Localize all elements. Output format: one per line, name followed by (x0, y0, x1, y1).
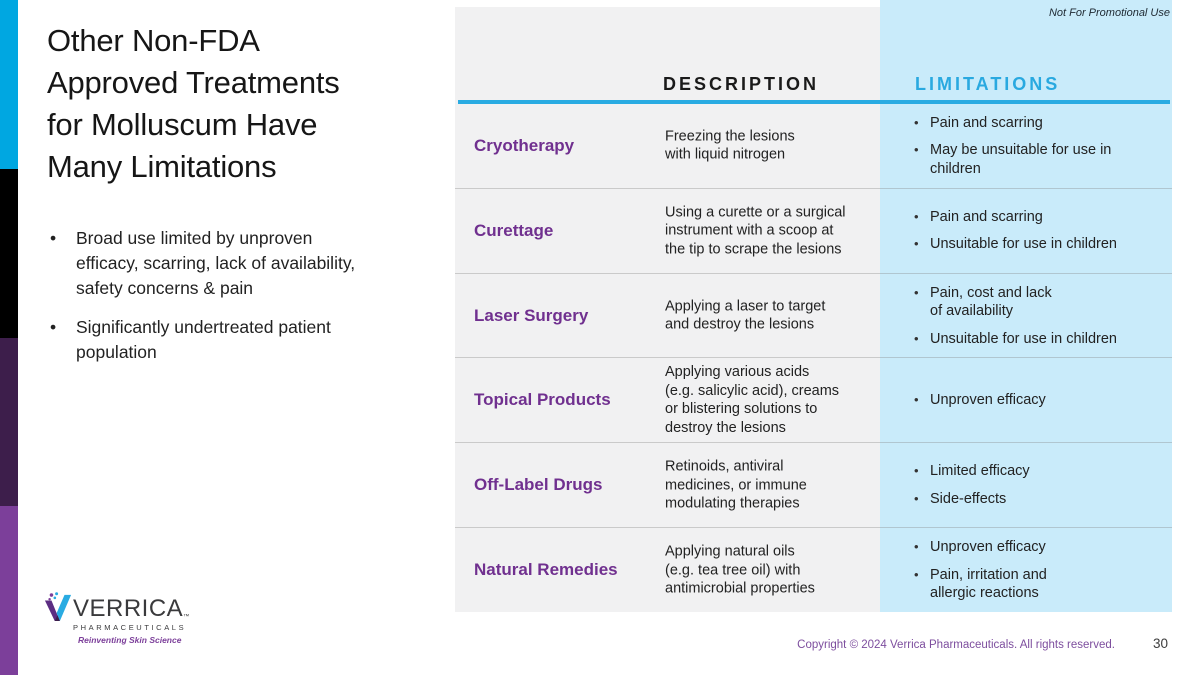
header-underline (458, 100, 1170, 104)
limitation-item: Pain, cost and lack of availability (913, 283, 1165, 320)
treatment-description: Freezing the lesions with liquid nitroge… (665, 128, 795, 163)
accent-band-cyan (0, 0, 18, 169)
table-description-panel (455, 7, 880, 612)
limitation-item: Limited efficacy (913, 462, 1165, 481)
limitation-item: Pain and scarring (913, 208, 1165, 227)
limitation-item: Unproven efficacy (913, 391, 1165, 410)
limitation-item: Pain and scarring (913, 114, 1165, 133)
limitation-item: Unproven efficacy (913, 538, 1165, 557)
logo-trademark: ™ (183, 614, 190, 620)
table-row-topical-products: Topical Products Applying various acids … (455, 357, 1172, 442)
disclaimer-text: Not For Promotional Use (1048, 7, 1170, 19)
page-number: 30 (1152, 636, 1168, 651)
table-row-natural-remedies: Natural Remedies Applying natural oils (… (455, 527, 1172, 612)
limitations-list: Pain, cost and lack of availability Unsu… (913, 283, 1165, 348)
logo-wordmark: VERRICA (73, 595, 184, 622)
logo-subtitle: PHARMACEUTICALS (73, 623, 187, 632)
limitation-item: Unsuitable for use in children (913, 235, 1165, 254)
logo-tagline: Reinventing Skin Science (78, 635, 182, 645)
limitations-list: Unproven efficacy Pain, irritation and a… (913, 538, 1165, 603)
left-accent-bar (0, 0, 18, 675)
key-points-list: Broad use limited by unproven efficacy, … (48, 226, 443, 379)
treatment-description: Retinoids, antiviral medicines, or immun… (665, 458, 807, 512)
accent-band-black (0, 168, 18, 338)
treatment-description: Using a curette or a surgical instrument… (665, 203, 846, 257)
table-row-off-label-drugs: Off-Label Drugs Retinoids, antiviral med… (455, 442, 1172, 527)
table-row-curettage: Curettage Using a curette or a surgical … (455, 187, 1172, 273)
treatment-name: Cryotherapy (474, 135, 575, 155)
limitation-item: Unsuitable for use in children (913, 329, 1165, 348)
column-header-description: DESCRIPTION (663, 74, 820, 94)
treatment-name: Laser Surgery (474, 305, 589, 325)
limitation-item: Pain, irritation and allergic reactions (913, 565, 1165, 602)
copyright-text: Copyright © 2024 Verrica Pharmaceuticals… (797, 639, 1115, 651)
treatment-name: Natural Remedies (474, 560, 618, 580)
treatment-name: Curettage (474, 220, 554, 240)
treatment-description: Applying various acids (e.g. salicylic a… (665, 364, 840, 436)
treatment-name: Off-Label Drugs (474, 475, 603, 495)
slide-title: Other Non-FDA Approved Treatments for Mo… (47, 23, 340, 184)
treatment-description: Applying natural oils (e.g. tea tree oil… (665, 543, 815, 597)
accent-band-dark-purple (0, 337, 18, 507)
table-row-cryotherapy: Cryotherapy Freezing the lesions with li… (455, 104, 1172, 188)
verrica-logo: VERRICA ™ PHARMACEUTICALS Reinventing Sk… (44, 592, 194, 645)
table-row-laser-surgery: Laser Surgery Applying a laser to target… (455, 272, 1172, 358)
key-point-item: Significantly undertreated patient popul… (48, 315, 443, 365)
limitation-item: Side-effects (913, 490, 1165, 509)
limitations-list: Pain and scarring May be unsuitable for … (913, 114, 1165, 179)
verrica-v-icon (44, 592, 72, 621)
accent-band-purple (0, 506, 18, 675)
treatment-description: Applying a laser to target and destroy t… (665, 298, 826, 333)
limitation-item: May be unsuitable for use in children (913, 141, 1165, 178)
limitations-list: Unproven efficacy (913, 391, 1165, 410)
key-point-item: Broad use limited by unproven efficacy, … (48, 226, 443, 301)
limitations-list: Limited efficacy Side-effects (913, 462, 1165, 508)
column-header-limitations: LIMITATIONS (915, 74, 1061, 94)
limitations-list: Pain and scarring Unsuitable for use in … (913, 208, 1165, 254)
treatment-table: Cryotherapy Freezing the lesions with li… (455, 104, 1172, 612)
treatment-name: Topical Products (474, 390, 611, 410)
